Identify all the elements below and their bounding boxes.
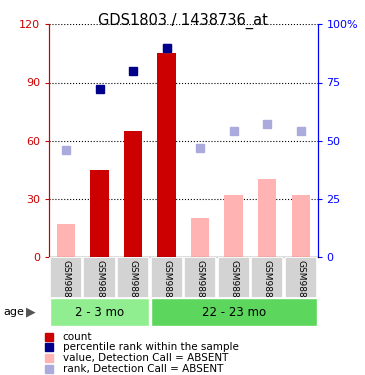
Bar [57,224,75,257]
Text: GSM98882: GSM98882 [95,260,104,309]
Text: GSM98879: GSM98879 [263,260,272,309]
Text: count: count [63,332,92,342]
Text: 22 - 23 mo: 22 - 23 mo [201,306,266,319]
Text: GSM98883: GSM98883 [128,260,138,309]
Text: age: age [4,308,24,317]
Bar [150,298,317,326]
Bar [124,131,142,257]
Text: GSM98876: GSM98876 [162,260,171,309]
Bar [84,257,116,298]
Text: percentile rank within the sample: percentile rank within the sample [63,342,238,352]
Bar [157,54,176,257]
Bar [191,218,210,257]
Bar [117,257,149,298]
Bar [292,195,310,257]
Bar [50,298,149,326]
Text: GSM98880: GSM98880 [296,260,305,309]
Text: 2 - 3 mo: 2 - 3 mo [75,306,124,319]
Bar [224,195,243,257]
Text: rank, Detection Call = ABSENT: rank, Detection Call = ABSENT [63,364,223,374]
Bar [258,179,276,257]
Text: GSM98881: GSM98881 [62,260,70,309]
Text: GDS1803 / 1438736_at: GDS1803 / 1438736_at [97,13,268,29]
Bar [285,257,317,298]
Bar [50,257,82,298]
Bar [218,257,250,298]
Text: value, Detection Call = ABSENT: value, Detection Call = ABSENT [63,352,228,363]
Text: ▶: ▶ [26,306,36,319]
Bar [91,170,109,257]
Bar [150,257,183,298]
Bar [251,257,283,298]
Text: GSM98878: GSM98878 [229,260,238,309]
Bar [184,257,216,298]
Text: GSM98877: GSM98877 [196,260,205,309]
